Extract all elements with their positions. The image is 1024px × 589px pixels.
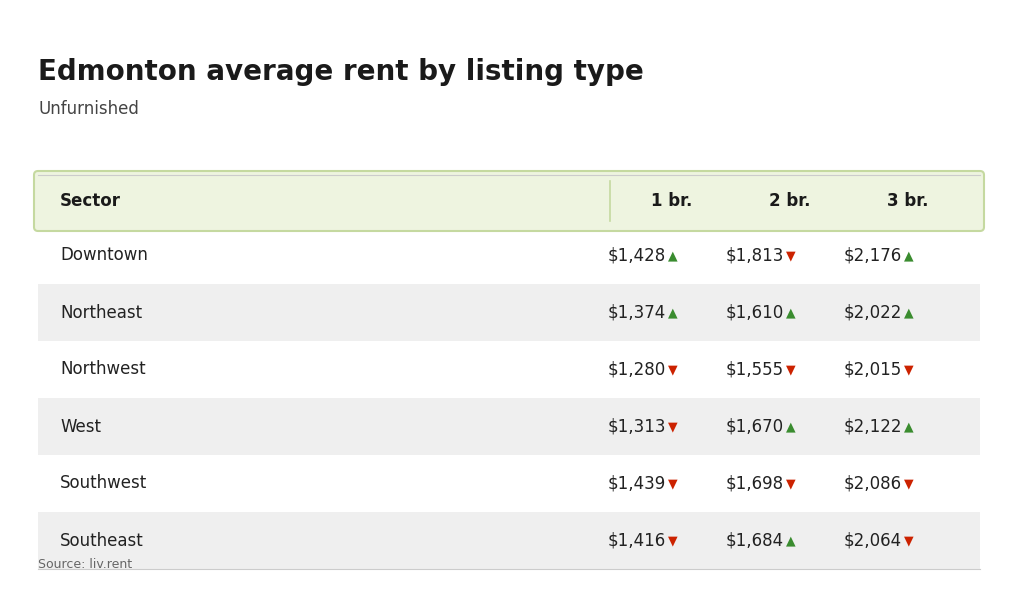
Text: $2,064: $2,064	[844, 531, 902, 550]
Text: Northeast: Northeast	[60, 303, 142, 322]
Text: $2,176: $2,176	[844, 247, 902, 264]
Bar	[38, 398, 980, 455]
Text: $1,610: $1,610	[726, 303, 784, 322]
Text: ▲: ▲	[904, 306, 913, 319]
Text: ▲: ▲	[904, 249, 913, 262]
Text: ▼: ▼	[668, 534, 678, 547]
Text: ▼: ▼	[904, 477, 913, 490]
Bar	[38, 227, 980, 284]
Bar	[38, 455, 980, 512]
FancyBboxPatch shape	[34, 171, 984, 231]
Text: ▼: ▼	[668, 477, 678, 490]
Text: 3 br.: 3 br.	[887, 192, 929, 210]
Text: 2 br.: 2 br.	[769, 192, 811, 210]
Text: $2,086: $2,086	[844, 475, 902, 492]
Text: ▼: ▼	[668, 420, 678, 433]
Text: $1,374: $1,374	[608, 303, 666, 322]
Text: Unfurnished: Unfurnished	[38, 100, 139, 118]
Text: Northwest: Northwest	[60, 360, 145, 379]
Text: 1 br.: 1 br.	[651, 192, 692, 210]
Text: ▲: ▲	[668, 249, 678, 262]
Text: $1,684: $1,684	[726, 531, 784, 550]
Bar	[38, 341, 980, 398]
Text: ▲: ▲	[786, 306, 796, 319]
Text: ▼: ▼	[786, 363, 796, 376]
Text: Source: liv.rent: Source: liv.rent	[38, 558, 132, 571]
Text: $1,280: $1,280	[608, 360, 666, 379]
Text: Southwest: Southwest	[60, 475, 147, 492]
Text: ▲: ▲	[904, 420, 913, 433]
Text: Edmonton average rent by listing type: Edmonton average rent by listing type	[38, 58, 644, 86]
Text: $1,428: $1,428	[608, 247, 666, 264]
Text: $1,555: $1,555	[726, 360, 784, 379]
Text: Downtown: Downtown	[60, 247, 147, 264]
Text: ▼: ▼	[668, 363, 678, 376]
Text: ▼: ▼	[786, 249, 796, 262]
Text: $2,022: $2,022	[844, 303, 902, 322]
Text: Southeast: Southeast	[60, 531, 143, 550]
Text: $2,122: $2,122	[844, 418, 902, 435]
Text: Sector: Sector	[60, 192, 121, 210]
Text: ▲: ▲	[668, 306, 678, 319]
Text: $1,313: $1,313	[607, 418, 666, 435]
Text: $2,015: $2,015	[844, 360, 902, 379]
Text: $1,813: $1,813	[726, 247, 784, 264]
Text: ▲: ▲	[786, 420, 796, 433]
Text: $1,670: $1,670	[726, 418, 784, 435]
Text: ▼: ▼	[904, 534, 913, 547]
Text: ▼: ▼	[786, 477, 796, 490]
Text: $1,416: $1,416	[608, 531, 666, 550]
Bar	[38, 512, 980, 569]
Text: $1,439: $1,439	[608, 475, 666, 492]
Text: ▲: ▲	[786, 534, 796, 547]
Text: $1,698: $1,698	[726, 475, 784, 492]
Bar	[38, 284, 980, 341]
Text: West: West	[60, 418, 101, 435]
Text: ▼: ▼	[904, 363, 913, 376]
